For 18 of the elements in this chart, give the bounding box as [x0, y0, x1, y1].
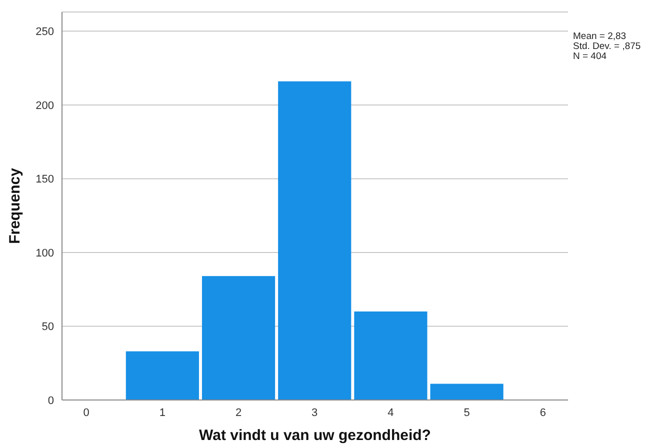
- y-tick-label: 150: [36, 174, 54, 186]
- y-axis-title: Frequency: [6, 167, 24, 244]
- text: Mean = 2,83: [573, 31, 628, 42]
- y-tick-label: 100: [36, 247, 54, 260]
- x-tick-label: 1: [159, 406, 166, 419]
- x-tick-label: 5: [464, 406, 470, 419]
- y-tick-label: 200: [36, 100, 54, 112]
- y-tick-label: 0: [48, 394, 54, 407]
- text: Std. Dev. = ,875: [573, 41, 641, 52]
- x-tick-label: 2: [235, 406, 242, 419]
- x-tick-label: 3: [312, 406, 318, 419]
- x-axis-title: Wat vindt u van uw gezondheid?: [199, 427, 431, 444]
- x-tick-label: 4: [388, 406, 394, 419]
- x-tick-label: 6: [540, 406, 546, 419]
- text: N = 404: [573, 51, 608, 62]
- x-tick-label: 0: [83, 406, 90, 419]
- y-tick-label: 250: [36, 26, 54, 38]
- y-tick-label: 50: [42, 321, 54, 334]
